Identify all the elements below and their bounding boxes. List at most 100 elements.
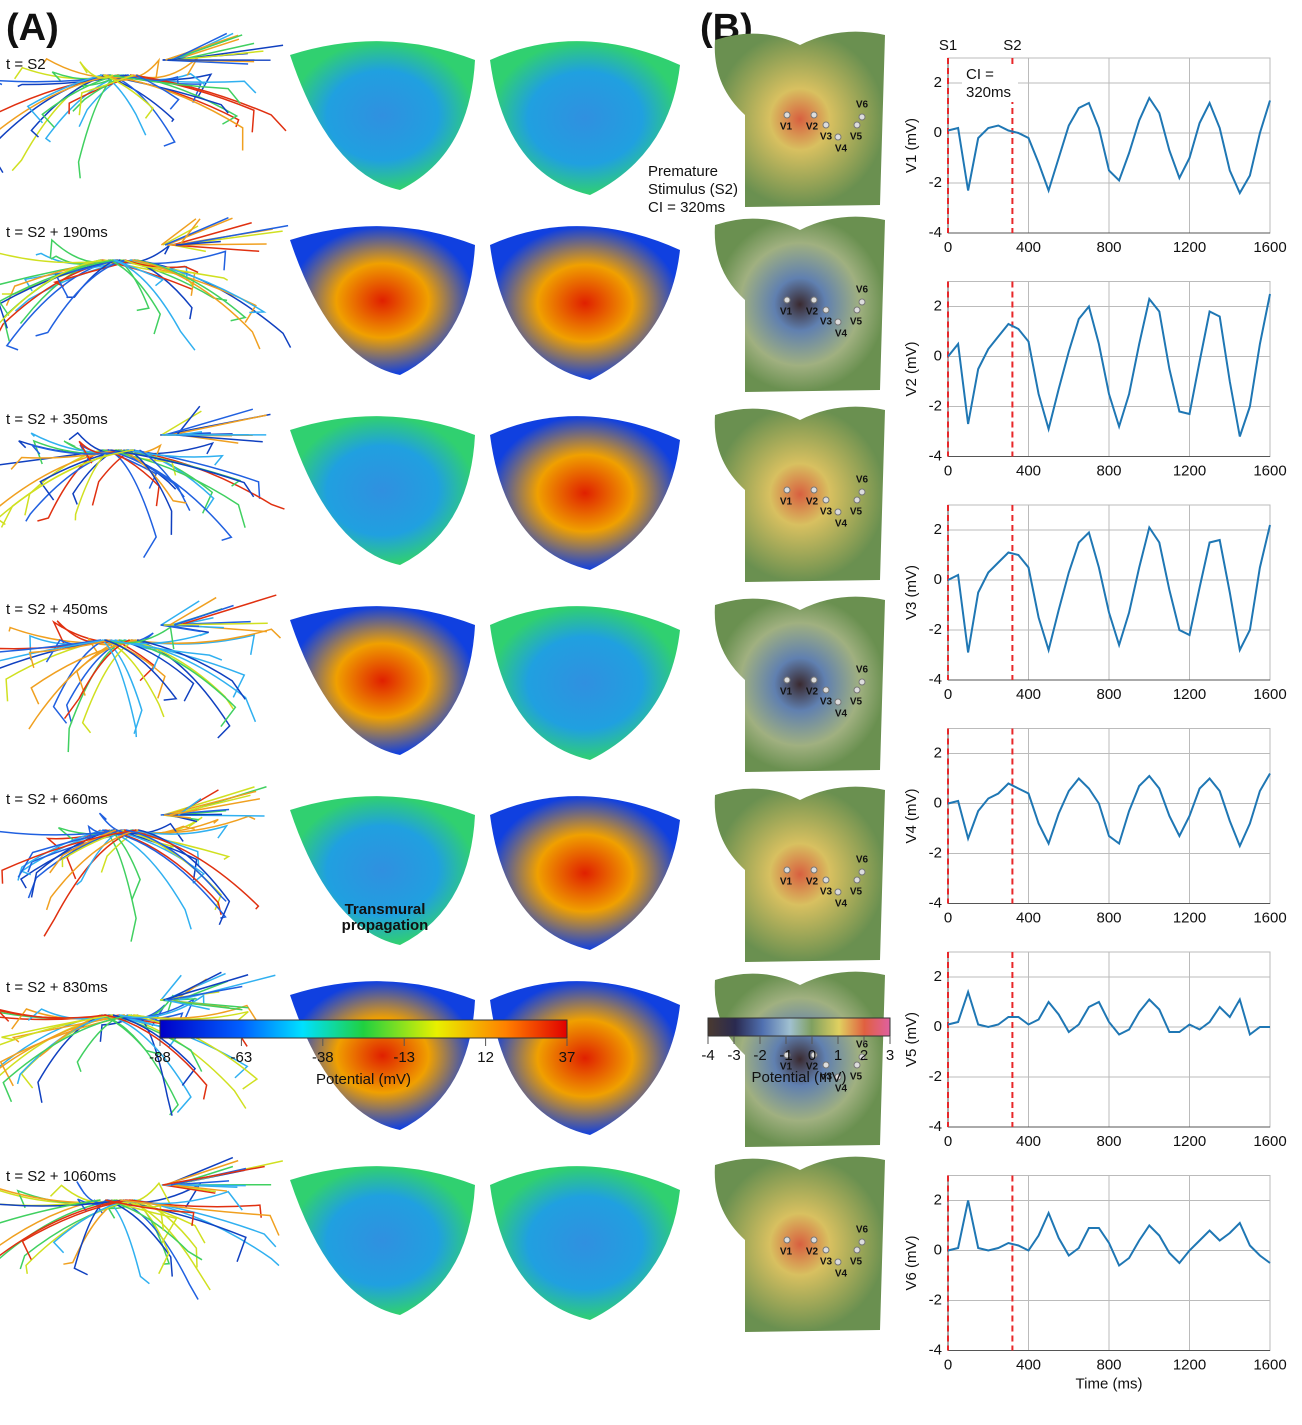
renderings: V1V2V3V4V5V6V1V2V3V4V5V6V1V2V3V4V5V6V1V2… [0,32,885,1332]
purkinje-branch [124,830,258,909]
y-tick-label: -4 [929,894,942,911]
purkinje-branch [68,640,126,752]
purkinje-branch [20,1200,139,1269]
y-tick-label: -4 [929,447,942,464]
electrode-label: V3 [820,132,833,143]
electrode [784,1237,790,1243]
electrode [835,889,841,895]
x-tick-label: 1600 [1253,462,1286,479]
electrode [854,687,860,693]
annotation: Stimulus (S2) [648,181,738,198]
electrode [823,122,829,128]
y-tick-label: -4 [929,224,942,241]
colorbar-tick-label: 3 [886,1047,894,1064]
electrode-label: V6 [856,475,869,486]
annotation: Premature [648,163,718,180]
time-label: t = S2 + 190ms [6,224,108,241]
electrode-label: V6 [856,100,869,111]
x-tick-label: 1200 [1173,1356,1206,1373]
electrode-label: V2 [806,687,819,698]
purkinje-branch [165,409,253,435]
electrode-label: V5 [850,1072,863,1083]
y-tick-label: -2 [929,174,942,191]
colorbar-tick-label: 12 [477,1049,494,1066]
x-tick-label: 400 [1016,909,1041,926]
x-tick-label: 1200 [1173,909,1206,926]
x-tick-label: 800 [1096,1356,1121,1373]
electrode-label: V4 [835,519,848,530]
electrode-label: V1 [780,307,793,318]
y-axis-label: V1 (mV) [903,118,920,173]
heart-anterior [290,226,475,375]
electrode-label: V2 [806,122,819,133]
electrode-label: V2 [806,877,819,888]
heart-posterior [490,606,680,760]
x-tick-label: 1600 [1253,686,1286,703]
electrode-label: V3 [820,317,833,328]
electrode [823,1247,829,1253]
colorbar [708,1018,890,1036]
annotation: propagation [342,917,429,934]
electrode-label: V1 [780,687,793,698]
y-tick-label: 0 [934,1241,942,1258]
y-axis-label: V5 (mV) [903,1012,920,1067]
annotation: Transmural [345,901,426,918]
electrode [784,297,790,303]
y-axis-label: V3 (mV) [903,565,920,620]
purkinje-branch [0,450,119,548]
heart-anterior [290,606,475,755]
y-tick-label: 2 [934,968,942,985]
electrode [811,1237,817,1243]
purkinje-branch [172,245,260,251]
x-tick-label: 1600 [1253,1133,1286,1150]
purkinje-branch [0,450,134,525]
electrode [835,1259,841,1265]
time-label: t = S2 + 1060ms [6,1168,116,1185]
electrode-label: V2 [806,307,819,318]
electrode-label: V6 [856,855,869,866]
colorbar-label: Potential (mV) [316,1071,411,1088]
electrode [811,112,817,118]
colorbar [160,1020,567,1038]
figure: (A) (B) V1V2V3V4V5V6V1V2V3V4V5V6V1V2V3V4… [0,0,1302,1425]
colorbar-tick-label: -63 [231,1049,253,1066]
electrode [784,677,790,683]
electrode [835,134,841,140]
x-tick-label: 1200 [1173,239,1206,256]
electrode-label: V3 [820,697,833,708]
y-tick-label: 2 [934,74,942,91]
y-tick-label: 0 [934,347,942,364]
purkinje-branch [107,1200,150,1284]
x-tick-label: 1200 [1173,1133,1206,1150]
electrode-label: V6 [856,285,869,296]
heart-anterior [290,416,475,565]
y-tick-label: -4 [929,671,942,688]
x-tick-label: 800 [1096,462,1121,479]
electrode-label: V5 [850,1257,863,1268]
electrode-label: V1 [780,497,793,508]
purkinje-branch [105,830,221,915]
purkinje-branch [0,260,114,316]
y-tick-label: -2 [929,1291,942,1308]
x-tick-label: 0 [944,1133,952,1150]
colorbar-tick-label: -2 [753,1047,766,1064]
electrode-label: V4 [835,144,848,155]
heart-anterior [290,41,475,190]
purkinje-branch [0,1015,106,1118]
electrode-label: V1 [780,1247,793,1258]
x-tick-label: 1600 [1253,909,1286,926]
time-label: t = S2 + 660ms [6,791,108,808]
heart-posterior [490,796,680,950]
x-tick-label: 400 [1016,462,1041,479]
colorbar-tick-label: 2 [860,1047,868,1064]
electrode [835,699,841,705]
electrode [835,319,841,325]
x-tick-label: 0 [944,1356,952,1373]
colorbar-label: Potential (mV) [751,1069,846,1086]
heart-posterior [490,226,680,380]
electrode [784,867,790,873]
heart-posterior [490,1166,680,1320]
purkinje-branch [128,640,233,709]
electrode-label: V3 [820,887,833,898]
electrode-label: V1 [780,877,793,888]
